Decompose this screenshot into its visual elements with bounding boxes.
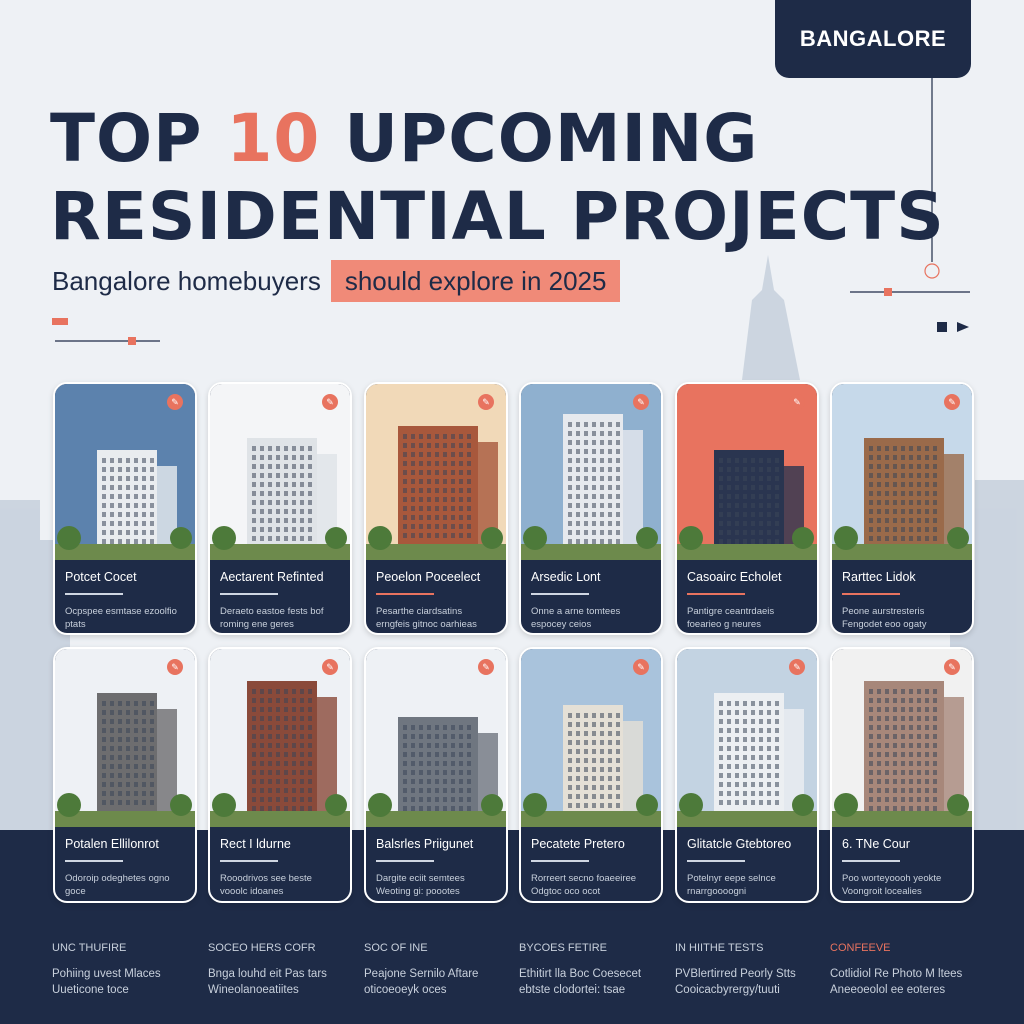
- project-title: 6. TNe Cour: [842, 837, 910, 851]
- building-image: [677, 384, 817, 560]
- location-pin-icon[interactable]: ✎: [789, 659, 805, 675]
- divider: [531, 593, 589, 595]
- divider: [220, 593, 278, 595]
- project-card[interactable]: ✎ Rect I ldurne Rooodrivos see beste voo…: [208, 647, 352, 903]
- footer-heading: UNC THUFIRE: [52, 942, 127, 954]
- project-description: Pesarthe ciardsatins erngfeis gitnoc oar…: [376, 606, 477, 630]
- project-description: Deraeto eastoe fests bof roming ene gere…: [220, 606, 324, 630]
- building-image: [832, 649, 972, 827]
- footer-column: IN HIITHE TESTS PVBlertirred Peorly Stts …: [675, 942, 825, 998]
- project-title: Balsrles Priigunet: [376, 837, 474, 851]
- building-image: [210, 649, 350, 827]
- divider: [842, 860, 900, 862]
- project-card[interactable]: ✎ 6. TNe Cour Poo worteyoooh yeokte Voon…: [830, 647, 974, 903]
- divider: [376, 593, 434, 595]
- project-card[interactable]: ✎ Potalen Ellilonrot Odoroip odeghetes o…: [53, 647, 197, 903]
- footer-text: Bnga louhd eit Pas tars Wineolanoeatiite…: [208, 968, 327, 996]
- building-image: [366, 384, 506, 560]
- building-image: [521, 384, 661, 560]
- project-card[interactable]: ✎ Glitatcle Gtebtoreo Potelnyr eepe seln…: [675, 647, 819, 903]
- location-pin-icon[interactable]: ✎: [478, 659, 494, 675]
- building-image: [210, 384, 350, 560]
- subtitle-highlight: should explore in 2025: [330, 260, 621, 302]
- footer-column: SOCEO HERS COFR Bnga louhd eit Pas tars W…: [208, 942, 358, 998]
- project-description: Onne a arne tomtees espocey ceios: [531, 606, 621, 630]
- title-line2: RESIDENTIAL PROJECTS: [50, 178, 945, 255]
- title-text: UPCOMING: [320, 100, 759, 177]
- project-card[interactable]: ✎ Aectarent Refinted Deraeto eastoe fest…: [208, 382, 352, 635]
- footer-column: BYCOES FETIRE Ethitirt lla Boc Coesecet e…: [519, 942, 669, 998]
- building-image: [55, 649, 195, 827]
- subtitle-text: Bangalore homebuyers: [52, 266, 321, 296]
- footer-column: SOC OF INE Peajone Sernilo Aftare oticoeo…: [364, 942, 514, 998]
- project-description: Potelnyr eepe selnce rnarrgoooogni: [687, 873, 776, 897]
- project-title: Arsedic Lont: [531, 570, 601, 584]
- divider: [376, 860, 434, 862]
- project-title: Casoairc Echolet: [687, 570, 782, 584]
- project-title: Pecatete Pretero: [531, 837, 625, 851]
- page-title: TOP 10 UPCOMING RESIDENTIAL PROJECTS: [50, 100, 945, 256]
- project-description: Rorreert secno foaeeiree Odgtoc oco ocot: [531, 873, 637, 897]
- divider: [842, 593, 900, 595]
- divider: [531, 860, 589, 862]
- divider: [65, 593, 123, 595]
- subtitle: Bangalore homebuyers should explore in 20…: [52, 260, 621, 302]
- project-description: Ocpspee esmtase ezoolfio ptats: [65, 606, 177, 630]
- project-description: Poo worteyoooh yeokte Voongroit locealie…: [842, 873, 942, 897]
- location-pin-icon[interactable]: ✎: [478, 394, 494, 410]
- footer-heading: BYCOES FETIRE: [519, 942, 608, 954]
- project-card[interactable]: ✎ Potcet Cocet Ocpspee esmtase ezoolfio …: [53, 382, 197, 635]
- divider: [220, 860, 278, 862]
- footer-heading: CONFEEVE: [830, 942, 891, 954]
- footer-text: PVBlertirred Peorly Stts Cooicacbyrergy/…: [675, 968, 796, 996]
- location-pin-icon[interactable]: ✎: [322, 659, 338, 675]
- project-card[interactable]: ✎ Casoairc Echolet Pantigre ceantrdaeis …: [675, 382, 819, 635]
- project-title: Rect I ldurne: [220, 837, 291, 851]
- building-image: [55, 384, 195, 560]
- title-number: 10: [226, 100, 321, 177]
- footer-heading: SOCEO HERS COFR: [208, 942, 316, 954]
- footer-text: Peajone Sernilo Aftare oticoeoeyk oces: [364, 968, 479, 996]
- location-pin-icon[interactable]: ✎: [167, 394, 183, 410]
- project-title: Potalen Ellilonrot: [65, 837, 159, 851]
- project-description: Pantigre ceantrdaeis foearieo g neures: [687, 606, 775, 630]
- footer-column: CONFEEVE Cotlidiol Re Photo M ltees Aneeo…: [830, 942, 980, 998]
- footer-text: Pohiing uvest Mlaces Uueticone toce: [52, 968, 161, 996]
- project-card[interactable]: ✎ Peoelon Poceelect Pesarthe ciardsatins…: [364, 382, 508, 635]
- footer-text: Cotlidiol Re Photo M ltees Aneeoeolol ee…: [830, 968, 963, 996]
- project-title: Rarttec Lidok: [842, 570, 916, 584]
- footer-heading: IN HIITHE TESTS: [675, 942, 764, 954]
- location-pin-icon[interactable]: ✎: [322, 394, 338, 410]
- location-pin-icon[interactable]: ✎: [944, 659, 960, 675]
- location-pin-icon[interactable]: ✎: [167, 659, 183, 675]
- location-pin-icon[interactable]: ✎: [789, 394, 805, 410]
- location-pin-icon[interactable]: ✎: [633, 394, 649, 410]
- project-description: Odoroip odeghetes ogno goce: [65, 873, 170, 897]
- building-image: [521, 649, 661, 827]
- footer-heading: SOC OF INE: [364, 942, 428, 954]
- divider: [65, 860, 123, 862]
- project-description: Rooodrivos see beste vooolc idoanes: [220, 873, 312, 897]
- title-text: TOP: [50, 100, 227, 177]
- building-image: [366, 649, 506, 827]
- project-title: Potcet Cocet: [65, 570, 137, 584]
- footer-column: UNC THUFIRE Pohiing uvest Mlaces Uueticon…: [52, 942, 202, 998]
- project-card[interactable]: ✎ Balsrles Priigunet Dargite eciit semte…: [364, 647, 508, 903]
- project-title: Aectarent Refinted: [220, 570, 324, 584]
- project-title: Glitatcle Gtebtoreo: [687, 837, 792, 851]
- location-pin-icon[interactable]: ✎: [633, 659, 649, 675]
- location-pin-icon[interactable]: ✎: [944, 394, 960, 410]
- project-card[interactable]: ✎ Arsedic Lont Onne a arne tomtees espoc…: [519, 382, 663, 635]
- building-image: [832, 384, 972, 560]
- footer-text: Ethitirt lla Boc Coesecet ebtste clodort…: [519, 968, 642, 996]
- project-title: Peoelon Poceelect: [376, 570, 481, 584]
- project-description: Dargite eciit semtees Weoting gi: pooote…: [376, 873, 465, 897]
- divider: [687, 860, 745, 862]
- building-image: [677, 649, 817, 827]
- project-card[interactable]: ✎ Rarttec Lidok Peone aurstresteris Feng…: [830, 382, 974, 635]
- divider: [687, 593, 745, 595]
- project-card[interactable]: ✎ Pecatete Pretero Rorreert secno foaeei…: [519, 647, 663, 903]
- city-badge: BANGALORE: [775, 0, 971, 78]
- project-description: Peone aurstresteris Fengodet eoo ogaty: [842, 606, 927, 630]
